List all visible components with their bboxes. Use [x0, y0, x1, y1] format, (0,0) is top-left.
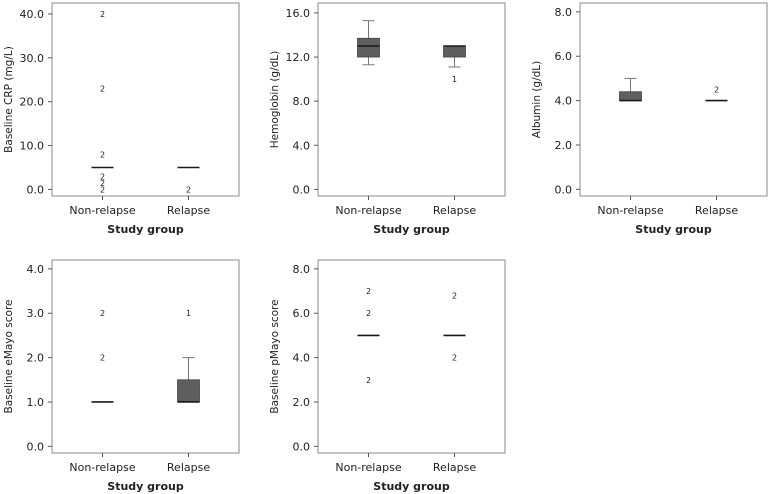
x-tick-label: Relapse: [433, 204, 476, 217]
outlier-label: 2: [100, 172, 105, 181]
x-axis-title: Study group: [107, 480, 184, 493]
outlier-label: 2: [100, 185, 105, 194]
outlier-label: 2: [100, 354, 105, 363]
y-tick-label: 0.0: [27, 440, 45, 453]
y-tick-label: 6.0: [555, 50, 573, 63]
outlier-label: 2: [100, 309, 105, 318]
y-tick-label: 1.0: [27, 396, 45, 409]
plot-frame: [51, 259, 240, 454]
y-tick-label: 2.0: [293, 396, 311, 409]
y-tick-label: 30.0: [20, 52, 45, 65]
x-tick-label: Relapse: [167, 204, 210, 217]
box-non-relapse: 2 2 2: [357, 287, 380, 385]
y-axis-title: Baseline pMayo score: [269, 299, 281, 413]
box-non-relapse: [357, 20, 380, 66]
x-tick-label: Non-relapse: [335, 461, 401, 474]
y-tick-label: 2.0: [27, 352, 45, 365]
box-relapse: 1: [443, 45, 466, 84]
chart-panel-1: 0.0 10.0 20.0 30.0 40.0 Non-relapse Relapse Stu…: [3, 2, 240, 236]
chart-panel-3: 0.0 2.0 4.0 6.0 8.0 Non-relapse Relapse Study g…: [531, 2, 768, 236]
outlier-label: 2: [452, 291, 457, 300]
outlier-label: 2: [366, 376, 371, 385]
box-body: [357, 37, 380, 58]
box-relapse: 2: [177, 166, 200, 194]
outlier-label: 2: [366, 287, 371, 296]
box-relapse: 1: [177, 309, 200, 403]
y-tick-label: 6.0: [293, 307, 311, 320]
outlier-label: 2: [366, 309, 371, 318]
y-tick-label: 16.0: [286, 7, 311, 20]
outlier-label: 2: [100, 150, 105, 159]
y-tick-label: 0.0: [293, 440, 311, 453]
y-axis-title: Baseline CRP (mg/L): [3, 46, 15, 153]
y-tick-label: 8.0: [555, 6, 573, 19]
x-tick-label: Non-relapse: [69, 204, 135, 217]
y-tick-label: 4.0: [555, 95, 573, 108]
outlier-label: 2: [100, 85, 105, 94]
box-body: [443, 45, 466, 58]
outlier-label: 2: [452, 354, 457, 363]
y-tick-label: 3.0: [27, 307, 45, 320]
x-tick-label: Non-relapse: [597, 204, 663, 217]
y-tick-label: 4.0: [27, 263, 45, 276]
y-tick-label: 10.0: [20, 140, 45, 153]
chart-panel-4: 0.0 1.0 2.0 3.0 4.0 Non-relapse Relapse Study g…: [3, 259, 240, 493]
y-tick-label: 12.0: [286, 51, 311, 64]
y-tick-label: 8.0: [293, 263, 311, 276]
x-axis-title: Study group: [107, 223, 184, 236]
plot-frame: [51, 2, 240, 197]
outlier-label: 1: [452, 75, 457, 84]
y-tick-label: 20.0: [20, 96, 45, 109]
box-relapse: 22: [443, 291, 466, 363]
plot-frame: [317, 259, 506, 454]
box-non-relapse: 22: [91, 309, 114, 403]
outlier-label: 1: [186, 309, 191, 318]
x-tick-label: Relapse: [695, 204, 738, 217]
outlier-label: 2: [714, 86, 719, 95]
y-tick-label: 4.0: [293, 139, 311, 152]
chart-panel-5: 0.0 2.0 4.0 6.0 8.0 Non-relapse Relapse Study g…: [269, 259, 506, 493]
y-tick-label: 40.0: [20, 8, 45, 21]
x-axis-title: Study group: [635, 223, 712, 236]
outlier-label: 2: [186, 185, 191, 194]
plot-frame: [579, 2, 768, 197]
x-tick-label: Relapse: [433, 461, 476, 474]
box-non-relapse: [619, 77, 642, 102]
box-body: [619, 91, 642, 102]
y-tick-label: 4.0: [293, 352, 311, 365]
x-axis-title: Study group: [373, 223, 450, 236]
x-axis-title: Study group: [373, 480, 450, 493]
outlier-label: 2: [100, 10, 105, 19]
y-axis-title: Albumin (g/dL): [531, 61, 543, 138]
y-tick-label: 2.0: [555, 139, 573, 152]
x-tick-label: Relapse: [167, 461, 210, 474]
y-tick-label: 0.0: [555, 183, 573, 196]
box-body: [177, 379, 200, 403]
y-tick-label: 0.0: [293, 183, 311, 196]
x-tick-label: Non-relapse: [69, 461, 135, 474]
x-tick-label: Non-relapse: [335, 204, 401, 217]
plot-frame: [317, 2, 506, 197]
chart-panel-2: 0.0 4.0 8.0 12.0 16.0 Non-relapse Relapse Study…: [269, 2, 506, 236]
outlier-label: 2: [100, 179, 105, 188]
y-tick-label: 8.0: [293, 95, 311, 108]
y-axis-title: Hemoglobin (g/dL): [269, 51, 281, 149]
y-tick-label: 0.0: [27, 183, 45, 196]
y-axis-title: Baseline eMayo score: [3, 300, 15, 414]
box-relapse: 2: [705, 86, 728, 102]
